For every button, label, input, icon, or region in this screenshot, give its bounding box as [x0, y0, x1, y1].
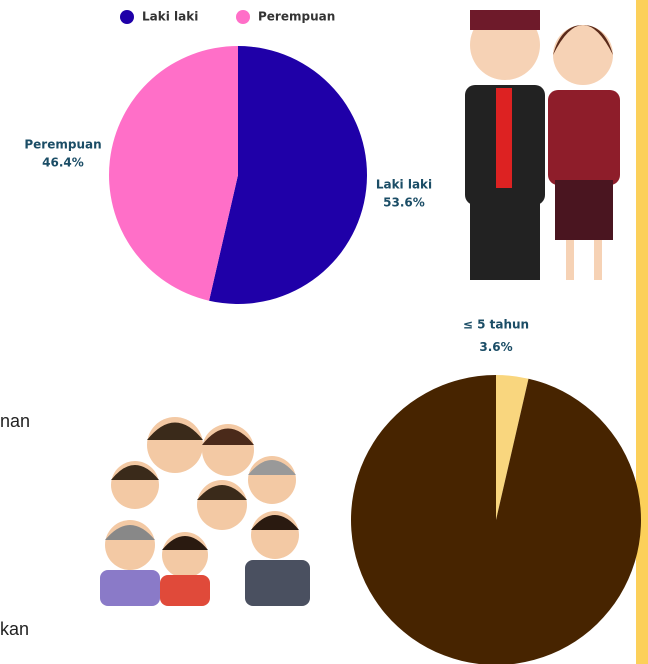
legend-marker [120, 10, 134, 24]
legend-label: Laki laki [142, 10, 198, 24]
page: nan kan Laki laki 53.6% Perempuan 46.4% Laki… [0, 0, 648, 664]
slice-value: 53.6% [383, 196, 425, 210]
legend-marker [236, 10, 250, 24]
slice-label: Perempuan [24, 138, 101, 152]
couple-illustration [465, 10, 620, 280]
slice-value: 3.6% [479, 340, 512, 354]
text-fragment: kan [0, 619, 29, 639]
slice-value: 46.4% [42, 156, 84, 170]
slice-label: Laki laki [376, 178, 432, 192]
text-fragment: nan [0, 411, 30, 431]
legend-label: Perempuan [258, 10, 335, 24]
crowd-illustration [100, 417, 310, 606]
pie-slice [351, 375, 641, 664]
side-bar [636, 0, 648, 664]
slice-label: ≤ 5 tahun [463, 318, 529, 332]
